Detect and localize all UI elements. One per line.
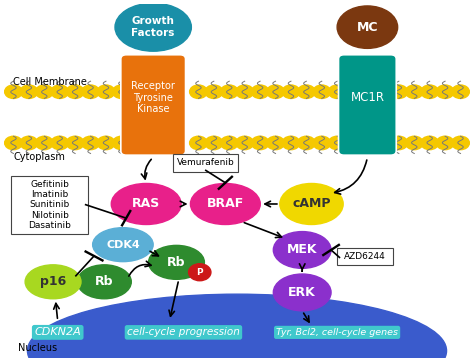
FancyBboxPatch shape <box>11 176 88 234</box>
Circle shape <box>36 136 53 150</box>
Circle shape <box>390 136 408 150</box>
Circle shape <box>328 136 346 150</box>
Circle shape <box>189 264 211 281</box>
Text: AZD6244: AZD6244 <box>344 252 386 261</box>
Circle shape <box>282 136 300 150</box>
Circle shape <box>452 85 469 98</box>
Circle shape <box>421 136 438 150</box>
Circle shape <box>20 85 38 98</box>
Ellipse shape <box>337 6 398 49</box>
Circle shape <box>436 85 454 98</box>
Circle shape <box>66 85 84 98</box>
Text: p16: p16 <box>40 275 66 288</box>
Circle shape <box>5 85 22 98</box>
Text: Receptor
Tyrosine
Kinase: Receptor Tyrosine Kinase <box>131 81 175 114</box>
Circle shape <box>36 85 53 98</box>
FancyBboxPatch shape <box>173 154 238 172</box>
FancyBboxPatch shape <box>121 55 185 155</box>
Ellipse shape <box>111 184 181 224</box>
Text: Tyr, Bcl2, cell-cycle genes: Tyr, Bcl2, cell-cycle genes <box>276 328 398 337</box>
Circle shape <box>236 136 254 150</box>
Circle shape <box>267 85 284 98</box>
Circle shape <box>82 85 100 98</box>
Text: ERK: ERK <box>288 286 316 299</box>
Text: MC1R: MC1R <box>350 91 384 104</box>
Circle shape <box>452 136 469 150</box>
Text: Cell Membrane: Cell Membrane <box>13 77 87 87</box>
Text: cell-cycle progression: cell-cycle progression <box>127 327 240 337</box>
Text: MEK: MEK <box>287 244 318 256</box>
Circle shape <box>5 136 22 150</box>
Text: cAMP: cAMP <box>292 198 331 210</box>
Ellipse shape <box>273 232 331 268</box>
Circle shape <box>313 136 331 150</box>
Circle shape <box>313 85 331 98</box>
Ellipse shape <box>92 228 153 262</box>
Circle shape <box>282 85 300 98</box>
Circle shape <box>190 136 207 150</box>
Circle shape <box>220 85 238 98</box>
Text: RAS: RAS <box>132 198 160 210</box>
Text: Rb: Rb <box>167 256 186 269</box>
Circle shape <box>298 136 315 150</box>
Ellipse shape <box>148 245 204 279</box>
Circle shape <box>421 85 438 98</box>
Text: Vemurafenib: Vemurafenib <box>177 159 235 168</box>
Ellipse shape <box>273 274 331 311</box>
Circle shape <box>405 85 423 98</box>
Text: CDKN2A: CDKN2A <box>34 327 81 337</box>
Circle shape <box>298 85 315 98</box>
Circle shape <box>51 85 69 98</box>
Circle shape <box>405 136 423 150</box>
Circle shape <box>436 136 454 150</box>
Circle shape <box>205 85 223 98</box>
FancyBboxPatch shape <box>337 248 393 265</box>
Ellipse shape <box>27 294 447 362</box>
Circle shape <box>190 85 207 98</box>
Circle shape <box>220 136 238 150</box>
Text: Rb: Rb <box>95 275 114 288</box>
Circle shape <box>112 85 130 98</box>
Ellipse shape <box>280 184 343 224</box>
Circle shape <box>20 136 38 150</box>
Text: CDK4: CDK4 <box>106 240 140 250</box>
Circle shape <box>97 136 115 150</box>
Circle shape <box>267 136 284 150</box>
Ellipse shape <box>77 265 131 299</box>
Circle shape <box>390 85 408 98</box>
Ellipse shape <box>25 265 81 299</box>
FancyBboxPatch shape <box>338 55 396 155</box>
Circle shape <box>251 85 269 98</box>
Circle shape <box>66 136 84 150</box>
Circle shape <box>82 136 100 150</box>
Text: Gefitinib
Imatinib
Sunitinib
Nilotinib
Dasatinib: Gefitinib Imatinib Sunitinib Nilotinib D… <box>28 180 71 230</box>
Ellipse shape <box>115 3 191 51</box>
Text: Cytoplasm: Cytoplasm <box>13 152 65 162</box>
Text: MC: MC <box>356 21 378 34</box>
Text: BRAF: BRAF <box>207 198 244 210</box>
Circle shape <box>112 136 130 150</box>
Text: Growth
Factors: Growth Factors <box>131 16 175 38</box>
Circle shape <box>251 136 269 150</box>
Circle shape <box>236 85 254 98</box>
Circle shape <box>97 85 115 98</box>
Ellipse shape <box>191 184 260 224</box>
Circle shape <box>328 85 346 98</box>
Text: P: P <box>196 268 203 277</box>
Text: Nucleus: Nucleus <box>18 342 57 353</box>
Circle shape <box>51 136 69 150</box>
Circle shape <box>205 136 223 150</box>
